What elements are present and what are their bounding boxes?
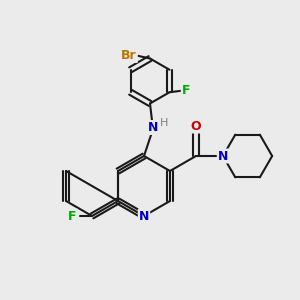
Text: O: O xyxy=(190,119,201,133)
Text: N: N xyxy=(148,121,158,134)
Text: F: F xyxy=(182,84,190,97)
Text: H: H xyxy=(160,118,169,128)
Text: Br: Br xyxy=(121,49,137,62)
Text: N: N xyxy=(139,209,149,223)
Text: F: F xyxy=(68,209,77,223)
Text: N: N xyxy=(218,149,228,163)
